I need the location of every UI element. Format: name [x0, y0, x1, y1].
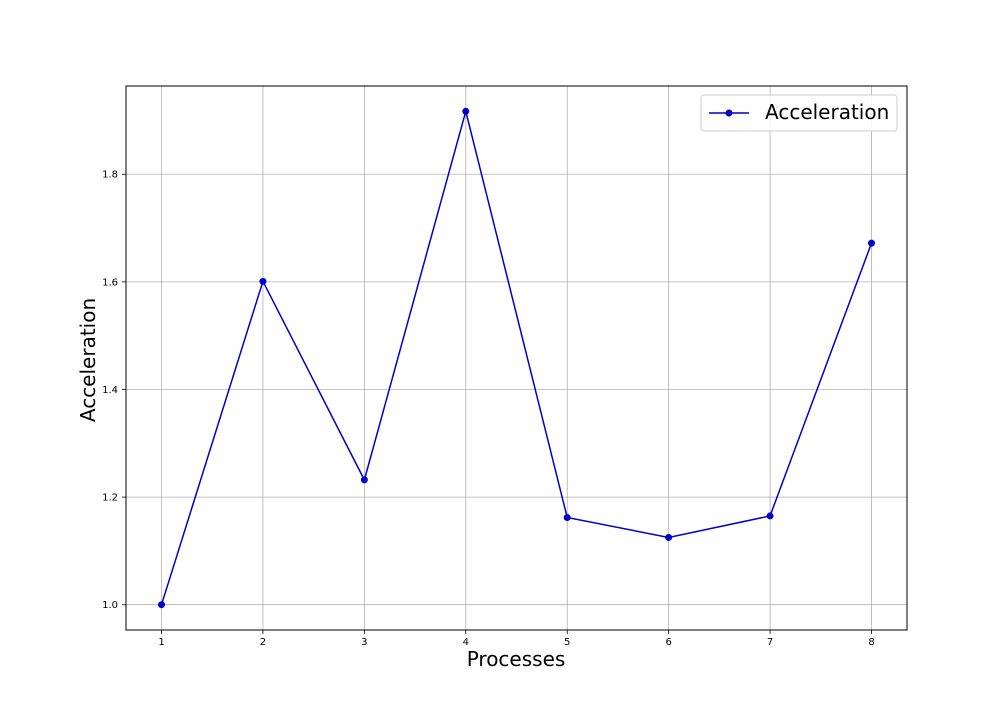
x-tick-label: 5 [564, 637, 570, 648]
data-point [462, 107, 470, 115]
y-tick-label: 1.6 [102, 277, 118, 288]
data-point [665, 533, 673, 541]
y-tick-label: 1.4 [102, 385, 118, 396]
axis-ticks: 1 2 3 4 5 6 7 8 1.0 1.2 1.4 1.6 1.8 [102, 170, 875, 648]
plot-area-frame [125, 85, 908, 631]
grid-lines [126, 86, 907, 630]
y-tick-label: 1.0 [102, 600, 118, 611]
series-line [160, 108, 873, 605]
x-tick-label: 6 [665, 637, 671, 648]
data-point [360, 476, 368, 484]
data-point [158, 601, 165, 609]
legend: Acceleration [700, 94, 898, 132]
legend-marker [725, 109, 733, 117]
x-tick-label: 7 [767, 637, 773, 648]
data-point [868, 239, 875, 247]
y-axis-label: Acceleration [76, 298, 100, 422]
data-series [158, 107, 875, 609]
legend-box [700, 94, 898, 132]
x-tick-label: 2 [260, 637, 266, 648]
legend-label: Acceleration [765, 100, 889, 124]
y-tick-label: 1.2 [102, 493, 118, 504]
x-tick-label: 8 [868, 637, 874, 648]
x-tick-label: 4 [463, 637, 469, 648]
x-axis-label: Processes [467, 647, 566, 671]
data-point [259, 277, 267, 285]
y-tick-label: 1.8 [102, 170, 118, 181]
x-tick-label: 1 [158, 637, 164, 648]
data-point [563, 514, 571, 522]
data-point [766, 512, 774, 520]
x-tick-label: 3 [361, 637, 367, 648]
